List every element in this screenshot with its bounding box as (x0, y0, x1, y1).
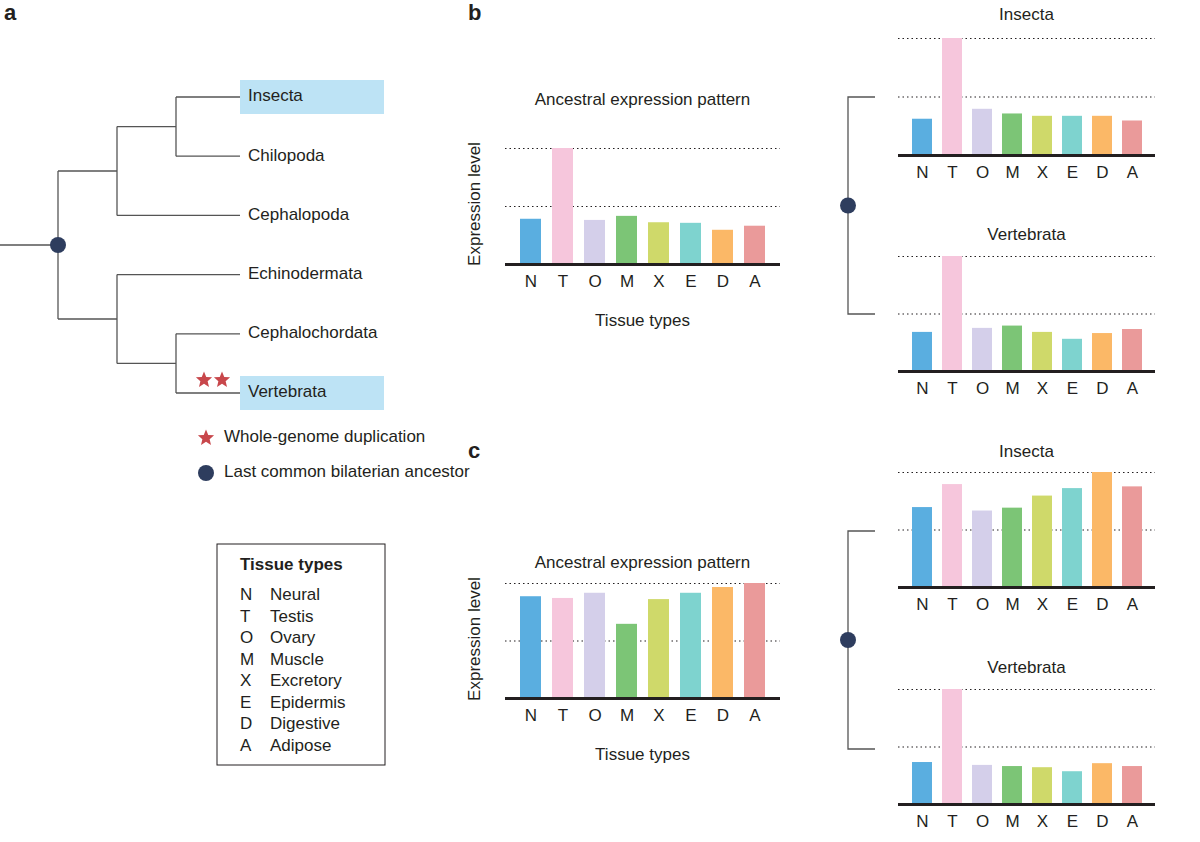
svg-text:O: O (976, 595, 989, 614)
svg-text:M: M (240, 650, 254, 669)
svg-text:N: N (916, 379, 928, 398)
html-text:Insecta: Insecta (999, 5, 1054, 24)
svg-text:T: T (947, 812, 957, 831)
svg-text:X: X (240, 671, 251, 690)
html-text:Tissue types: Tissue types (595, 745, 690, 764)
svg-text:Excretory: Excretory (270, 671, 342, 690)
svg-text:A: A (1127, 379, 1139, 398)
svg-text:Cephalochordata: Cephalochordata (248, 323, 378, 342)
svg-text:b: b (468, 0, 481, 25)
svg-text:E: E (1067, 163, 1078, 182)
svg-text:D: D (240, 714, 252, 733)
svg-text:A: A (749, 272, 761, 291)
html-text:Ancestral expression pattern: Ancestral expression pattern (534, 553, 751, 572)
svg-text:Tissue types: Tissue types (240, 555, 343, 574)
svg-text:X: X (1037, 812, 1048, 831)
svg-text:X: X (1037, 379, 1048, 398)
svg-text:T: T (558, 706, 568, 725)
svg-text:M: M (1005, 379, 1019, 398)
svg-text:E: E (685, 706, 696, 725)
svg-text:Ovary: Ovary (270, 628, 316, 647)
svg-text:D: D (1096, 595, 1108, 614)
html-text:Vertebrata: Vertebrata (987, 658, 1066, 677)
svg-text:O: O (588, 272, 601, 291)
svg-text:M: M (1005, 595, 1019, 614)
svg-text:A: A (1127, 812, 1139, 831)
svg-text:X: X (1037, 163, 1048, 182)
svg-text:N: N (916, 163, 928, 182)
svg-text:E: E (1067, 812, 1078, 831)
svg-text:M: M (1005, 163, 1019, 182)
html-text:Expression level: Expression level (465, 576, 484, 701)
svg-text:E: E (1067, 595, 1078, 614)
svg-text:Neural: Neural (270, 585, 320, 604)
svg-text:D: D (1096, 379, 1108, 398)
svg-text:c: c (468, 438, 480, 463)
svg-text:Muscle: Muscle (270, 650, 324, 669)
svg-text:Chilopoda: Chilopoda (248, 146, 325, 165)
svg-text:A: A (240, 736, 252, 755)
svg-text:O: O (240, 628, 253, 647)
svg-text:E: E (240, 693, 251, 712)
svg-text:T: T (947, 163, 957, 182)
svg-text:X: X (1037, 595, 1048, 614)
svg-text:A: A (749, 706, 761, 725)
svg-text:T: T (558, 272, 568, 291)
svg-text:T: T (947, 379, 957, 398)
svg-text:D: D (717, 272, 729, 291)
svg-text:X: X (653, 272, 664, 291)
svg-text:Cephalopoda: Cephalopoda (248, 205, 350, 224)
svg-text:Echinodermata: Echinodermata (248, 264, 363, 283)
svg-text:A: A (1127, 163, 1139, 182)
svg-text:A: A (1127, 595, 1139, 614)
svg-text:O: O (976, 163, 989, 182)
svg-text:N: N (240, 585, 252, 604)
html-text:Tissue types: Tissue types (595, 311, 690, 330)
html-text:Ancestral expression pattern: Ancestral expression pattern (534, 90, 751, 109)
html-text:Expression level: Expression level (465, 142, 484, 266)
svg-text:M: M (620, 272, 634, 291)
svg-text:E: E (685, 272, 696, 291)
svg-text:D: D (1096, 163, 1108, 182)
svg-text:Adipose: Adipose (270, 736, 331, 755)
html-text:Vertebrata: Vertebrata (987, 225, 1066, 244)
html-text:Insecta: Insecta (999, 442, 1054, 461)
svg-text:T: T (240, 607, 250, 626)
svg-text:O: O (588, 706, 601, 725)
svg-text:Insecta: Insecta (248, 86, 303, 105)
svg-text:Testis: Testis (270, 607, 313, 626)
svg-text:Vertebrata: Vertebrata (248, 382, 327, 401)
svg-text:D: D (717, 706, 729, 725)
svg-text:D: D (1096, 812, 1108, 831)
svg-text:a: a (4, 0, 17, 25)
svg-text:Whole-genome duplication: Whole-genome duplication (224, 427, 425, 446)
svg-text:M: M (620, 706, 634, 725)
svg-text:Last common bilaterian ancesto: Last common bilaterian ancestor (224, 462, 470, 481)
svg-text:T: T (947, 595, 957, 614)
svg-text:O: O (976, 379, 989, 398)
svg-text:Epidermis: Epidermis (270, 693, 346, 712)
svg-text:N: N (525, 706, 537, 725)
svg-text:Digestive: Digestive (270, 714, 340, 733)
svg-text:E: E (1067, 379, 1078, 398)
svg-text:X: X (653, 706, 664, 725)
svg-text:N: N (916, 595, 928, 614)
svg-text:M: M (1005, 812, 1019, 831)
svg-text:N: N (525, 272, 537, 291)
svg-text:N: N (916, 812, 928, 831)
svg-text:O: O (976, 812, 989, 831)
